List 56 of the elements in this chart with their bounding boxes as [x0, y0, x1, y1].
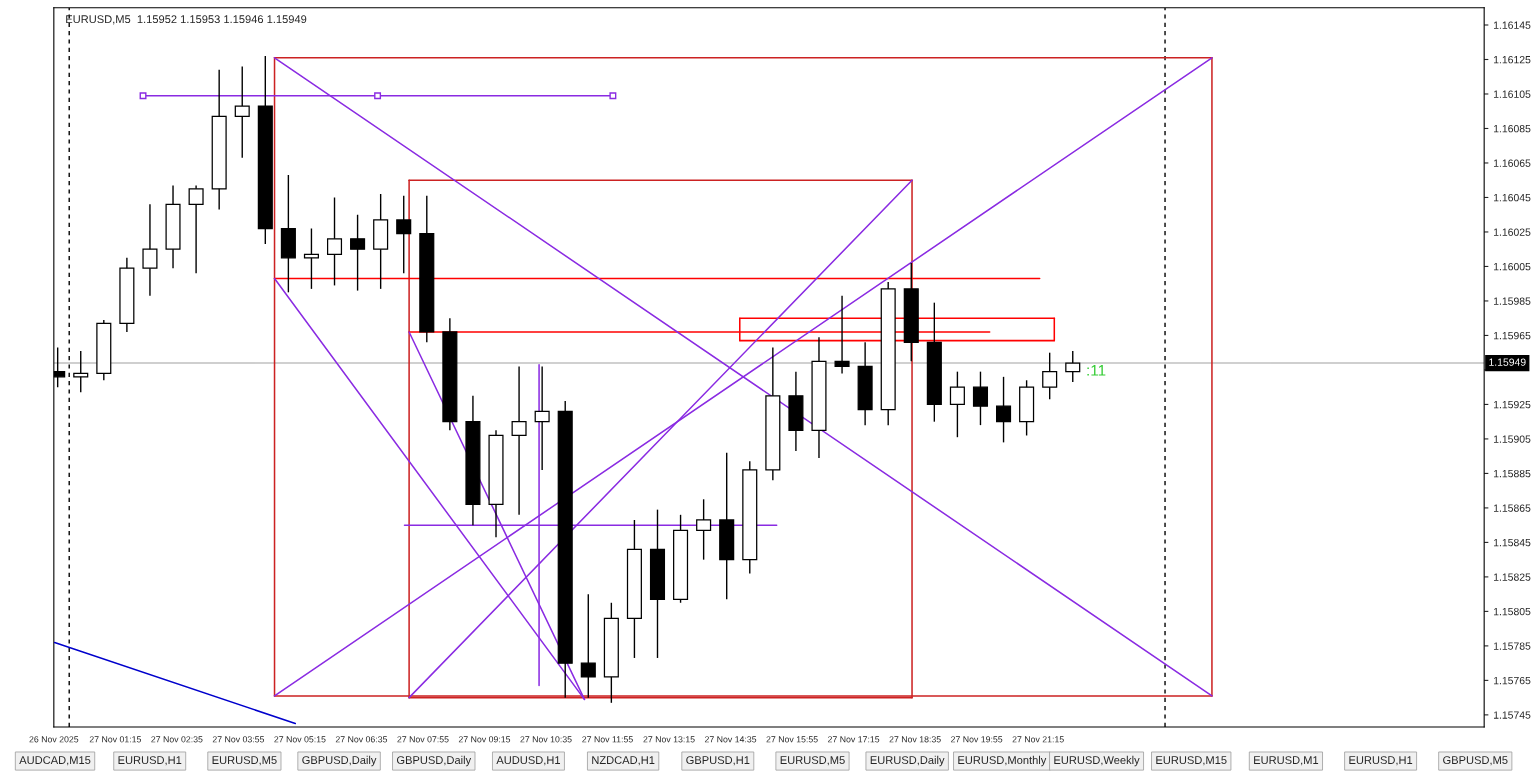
x-tick-label: 27 Nov 02:35 — [151, 736, 203, 743]
y-tick-label: 1.15905 — [1493, 435, 1531, 443]
y-tick-label: 1.15925 — [1493, 400, 1531, 409]
y-tick-label: 1.16045 — [1493, 193, 1531, 202]
x-tick-label: 27 Nov 03:55 — [212, 736, 265, 743]
y-tick-label: 1.16125 — [1493, 55, 1531, 64]
x-tick-label: 27 Nov 21:15 — [1012, 736, 1064, 743]
y-tick-label: 1.15745 — [1493, 711, 1531, 719]
x-tick-label: 27 Nov 19:55 — [951, 736, 1003, 743]
text: EURUSD,M5 1.15952 1.15953 1.15946 1.15949 — [66, 15, 307, 25]
x-tick-label: 27 Nov 10:35 — [520, 736, 572, 743]
x-tick-label: 27 Nov 01:15 — [89, 736, 142, 743]
x-tick-label: 26 Nov 2025 — [29, 736, 79, 743]
x-tick-label: 27 Nov 09:15 — [458, 736, 511, 743]
text: NZDCAD,H1 — [592, 756, 655, 766]
text: EURUSD,H1 — [1349, 756, 1413, 766]
text: EURUSD,Weekly — [1054, 755, 1140, 767]
text: EURUSD,M5 — [780, 756, 845, 766]
y-tick-label: 1.15785 — [1493, 642, 1531, 650]
y-tick-label: 1.15965 — [1493, 331, 1531, 340]
text: AUDCAD,M15 — [19, 756, 91, 766]
x-tick-label: 27 Nov 06:35 — [335, 736, 388, 743]
y-tick-label: 1.16065 — [1493, 159, 1531, 167]
text: EURUSD,M1 — [1254, 756, 1319, 766]
text: EURUSD,Daily — [870, 755, 945, 767]
x-tick-label: 27 Nov 13:15 — [643, 736, 695, 743]
text: GBPUSD,M5 — [1443, 756, 1508, 766]
text: EURUSD,H1 — [118, 756, 182, 766]
x-tick-label: 27 Nov 07:55 — [397, 736, 449, 743]
text: GBPUSD,Daily — [302, 755, 377, 767]
text: AUDUSD,H1 — [496, 756, 561, 766]
annotation: :11 — [1087, 365, 1106, 376]
x-tick-label: 27 Nov 17:15 — [828, 736, 880, 743]
y-tick-label: 1.15845 — [1493, 538, 1531, 547]
x-tick-label: 27 Nov 18:35 — [889, 736, 941, 743]
y-tick-label: 1.15805 — [1493, 607, 1531, 616]
text: GBPUSD,Daily — [396, 755, 472, 767]
y-tick-label: 1.16105 — [1493, 90, 1531, 98]
text: EURUSD,M15 — [1156, 756, 1227, 766]
x-tick-label: 27 Nov 11:55 — [582, 736, 633, 743]
ref-line-label: 1.15949 — [1489, 358, 1526, 366]
text: EURUSD,M5 — [212, 756, 277, 766]
y-tick-label: 1.15765 — [1493, 676, 1531, 685]
text: GBPUSD,H1 — [686, 756, 750, 766]
y-tick-label: 1.16085 — [1493, 124, 1531, 133]
x-tick-label: 27 Nov 15:55 — [766, 736, 818, 743]
y-tick-label: 1.16005 — [1493, 262, 1531, 271]
y-tick-label: 1.15985 — [1493, 297, 1531, 305]
y-tick-label: 1.15865 — [1493, 504, 1531, 512]
x-tick-label: 27 Nov 05:15 — [274, 736, 326, 743]
y-tick-label: 1.15885 — [1493, 469, 1531, 478]
y-tick-label: 1.15825 — [1493, 573, 1531, 581]
text: EURUSD,Monthly — [958, 755, 1047, 767]
x-tick-label: 27 Nov 14:35 — [704, 736, 757, 743]
y-tick-label: 1.16145 — [1493, 21, 1531, 29]
y-tick-label: 1.16025 — [1493, 228, 1531, 236]
